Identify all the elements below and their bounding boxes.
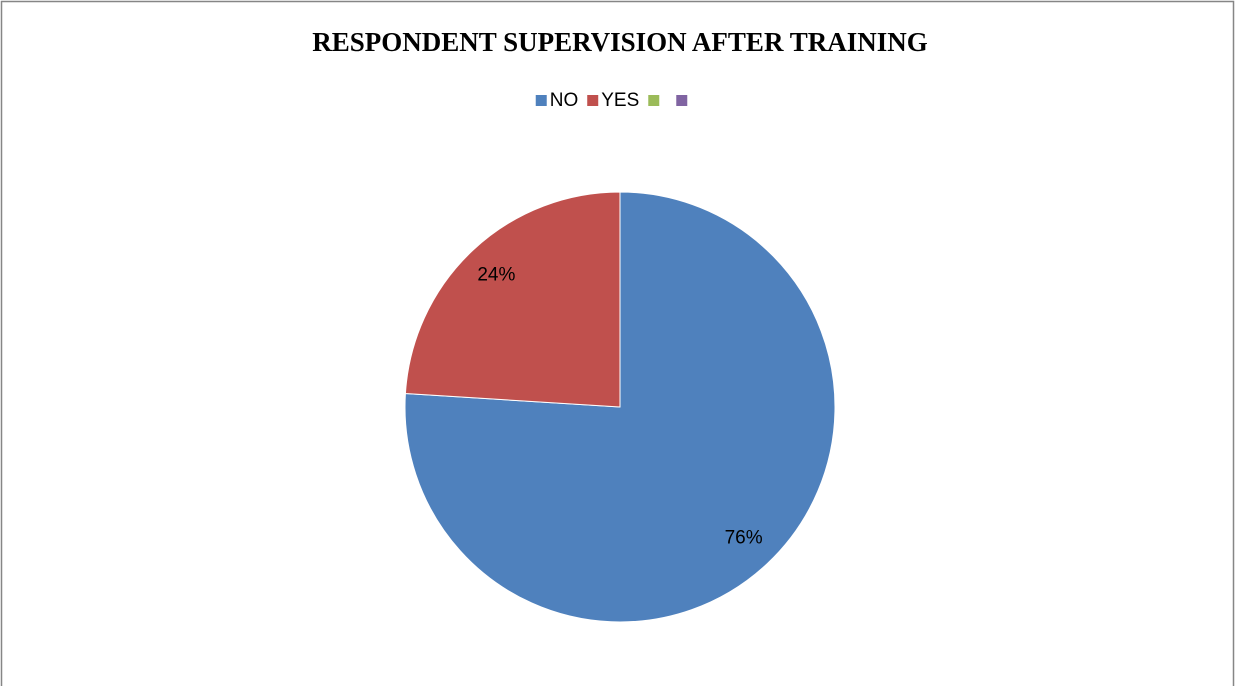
legend-swatch bbox=[648, 95, 660, 106]
legend-swatch bbox=[676, 95, 688, 106]
pie-slice bbox=[404, 191, 621, 408]
legend-swatch bbox=[535, 95, 547, 106]
legend-label: YES bbox=[601, 90, 639, 111]
legend: NO YES bbox=[535, 90, 688, 111]
legend-swatch bbox=[587, 95, 599, 106]
data-label: 76% bbox=[725, 528, 763, 549]
chart-title: RESPONDENT SUPERVISION AFTER TRAINING bbox=[312, 27, 927, 57]
data-label: 24% bbox=[477, 264, 515, 285]
legend-label: NO bbox=[550, 90, 579, 111]
